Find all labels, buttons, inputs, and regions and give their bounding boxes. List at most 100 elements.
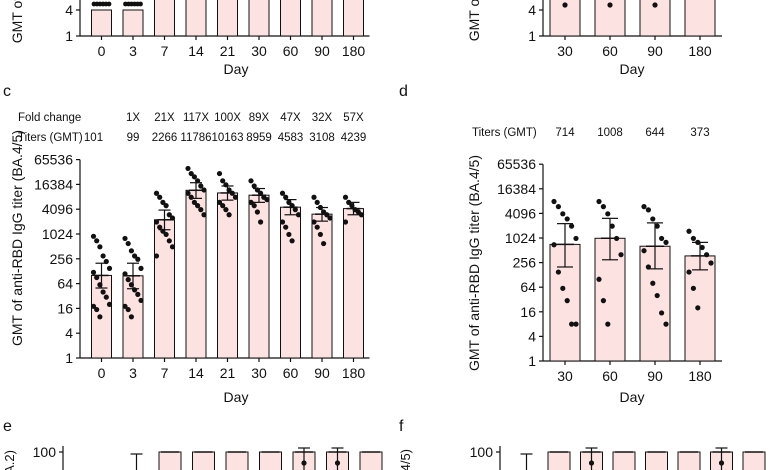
data-point: [663, 321, 669, 327]
y-axis-label: .4/5): [398, 449, 413, 470]
data-point: [248, 199, 254, 205]
data-point: [223, 207, 229, 213]
data-point: [286, 199, 292, 205]
titer-value: 4239: [341, 132, 367, 144]
data-point: [251, 183, 257, 189]
data-point: [132, 253, 138, 259]
data-point: [122, 303, 128, 309]
data-point: [618, 252, 624, 258]
data-point: [314, 199, 320, 205]
x-tick-label: 30: [251, 365, 267, 381]
bar: [547, 451, 571, 470]
x-tick-label: 7: [161, 365, 169, 381]
data-point: [718, 460, 725, 466]
titer-value: 101: [84, 132, 103, 144]
data-point: [652, 2, 658, 8]
data-point: [321, 240, 327, 247]
data-point: [596, 276, 602, 282]
bar: [217, 192, 238, 359]
data-point: [138, 265, 144, 271]
data-point: [695, 305, 701, 311]
data-point: [94, 238, 100, 244]
data-point: [248, 178, 254, 184]
y-axis-label: GMT o: [466, 0, 482, 41]
titer-value: 714: [555, 127, 575, 139]
data-point: [163, 231, 169, 238]
data-point: [289, 238, 295, 244]
y-tick-label: 64: [57, 276, 73, 292]
data-point: [654, 292, 660, 299]
y-tick-label: 16384: [497, 181, 536, 197]
y-tick-label: 100: [33, 444, 57, 460]
x-tick-label: 180: [688, 43, 712, 59]
data-point: [264, 197, 270, 203]
data-point: [663, 239, 669, 245]
data-point: [690, 235, 697, 242]
data-point: [596, 198, 602, 205]
data-point: [573, 321, 579, 327]
data-point: [195, 178, 201, 184]
titer-value: 644: [645, 127, 665, 139]
y-tick-label: 1: [65, 350, 73, 366]
data-point: [607, 2, 613, 8]
y-tick-label: 256: [513, 255, 537, 271]
x-axis-label: Day: [620, 389, 645, 405]
data-point: [97, 314, 103, 320]
data-point: [600, 298, 607, 304]
data-point: [286, 231, 292, 238]
x-tick-label: 30: [557, 43, 573, 59]
data-point: [569, 321, 575, 327]
data-point: [157, 194, 163, 200]
x-tick-label: 60: [602, 43, 618, 59]
data-point: [125, 306, 131, 313]
data-point: [292, 207, 298, 213]
x-tick-label: 60: [283, 43, 299, 59]
data-point: [226, 212, 232, 218]
titers-label: Titers (GMT): [472, 127, 537, 139]
data-point: [128, 314, 134, 320]
data-point: [342, 219, 349, 225]
panel-label: f: [399, 418, 404, 435]
data-point: [551, 198, 557, 205]
x-tick-label: 60: [283, 365, 299, 381]
y-tick-label: 1: [528, 28, 536, 44]
data-point: [166, 238, 172, 244]
bar: [185, 0, 207, 37]
data-point: [686, 228, 692, 234]
data-point: [106, 301, 113, 308]
data-point: [188, 194, 194, 200]
y-axis-label: GMT of: [9, 0, 25, 43]
data-point: [695, 239, 701, 245]
titer-value: 373: [690, 127, 709, 139]
x-tick-label: 180: [342, 43, 366, 59]
bar: [612, 451, 636, 470]
x-tick-label: 90: [314, 43, 330, 59]
y-tick-label: 16384: [34, 176, 73, 192]
data-point: [311, 194, 317, 200]
data-point: [153, 253, 160, 259]
bar: [225, 451, 249, 470]
bar: [248, 194, 270, 359]
data-point: [645, 264, 652, 270]
data-point: [334, 460, 341, 466]
panel-e: e 100 A.2): [2, 418, 383, 470]
bar: [248, 0, 270, 37]
bar: [158, 451, 182, 470]
data-point: [708, 260, 714, 266]
bar: [154, 0, 175, 37]
bar: [259, 451, 282, 470]
x-tick-label: 3: [129, 365, 137, 381]
data-point: [588, 460, 595, 466]
data-point: [560, 211, 566, 217]
data-point: [289, 203, 295, 209]
bar: [359, 451, 383, 470]
titer-value: 3108: [309, 132, 335, 144]
data-point: [551, 242, 557, 248]
y-tick-label: 1024: [42, 226, 73, 242]
data-point: [153, 190, 160, 196]
y-tick-label: 1024: [505, 230, 536, 246]
data-point: [90, 303, 97, 309]
data-point: [324, 212, 330, 218]
y-tick-label: 16: [520, 304, 536, 320]
data-point: [232, 194, 239, 200]
